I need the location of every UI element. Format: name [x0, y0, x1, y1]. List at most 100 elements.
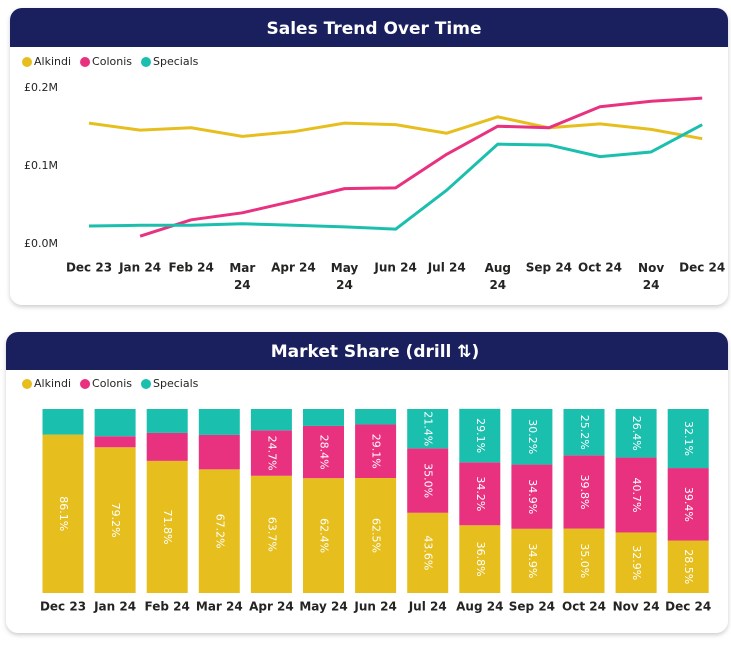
x-tick-label: Jul 24: [408, 600, 447, 614]
legend-label: Colonis: [92, 55, 132, 68]
x-tick-label: Apr 24: [249, 600, 294, 614]
data-label: 35.0%: [578, 543, 591, 578]
x-tick-label: Feb 24: [145, 600, 190, 614]
bar-segment: [250, 430, 292, 476]
data-label: 34.9%: [526, 543, 539, 578]
x-tick-label: Sep 24: [509, 600, 555, 614]
bar-segment: [511, 528, 553, 593]
bar-segment: [563, 528, 605, 593]
bar-segment: [355, 409, 397, 425]
data-label: 62.5%: [370, 518, 383, 553]
bar-segment: [563, 409, 605, 456]
x-tick-label: Mar 24: [196, 600, 243, 614]
x-tick-label: Sep 24: [526, 261, 572, 275]
line: [88, 115, 703, 141]
data-label: 29.1%: [370, 434, 383, 469]
bar-segment: [615, 457, 657, 533]
y-tick-label: £0.1M: [24, 159, 58, 172]
bar-segment: [250, 409, 292, 431]
legend-label: Colonis: [92, 377, 132, 390]
data-label: 67.2%: [213, 514, 226, 549]
x-tick-label: Nov 24: [638, 261, 664, 292]
x-tick-label: Aug 24: [456, 600, 503, 614]
bar-segment: [198, 409, 240, 435]
data-label: 28.5%: [682, 549, 695, 584]
bar-segment: [459, 408, 501, 463]
panel: [10, 8, 728, 305]
legend-marker: [80, 57, 91, 67]
x-tick-label: Jan 24: [118, 261, 161, 275]
data-label: 29.1%: [474, 418, 487, 453]
data-label: 43.6%: [422, 535, 435, 570]
legend-marker: [80, 379, 91, 389]
bar-segment: [303, 425, 344, 479]
bar-segment: [615, 532, 657, 593]
panel-header: [10, 8, 728, 47]
data-label: 86.1%: [57, 496, 70, 531]
data-label: 28.4%: [318, 435, 331, 470]
legend-marker: [141, 379, 151, 389]
bar-segment: [250, 475, 292, 593]
data-label: 35.0%: [422, 463, 435, 498]
bar-segment: [94, 409, 136, 437]
x-tick-label: Jun 24: [373, 261, 416, 275]
bar-segment: [42, 434, 84, 593]
x-tick-label: Jun 24: [353, 600, 396, 614]
legend-marker: [141, 57, 151, 67]
data-label: 34.2%: [474, 476, 487, 511]
bar-segment: [407, 409, 449, 449]
legend-label: Specials: [153, 377, 199, 390]
legend-marker: [22, 379, 32, 389]
legend-label: Alkindi: [34, 377, 71, 390]
bar-segment: [42, 409, 84, 435]
line: [139, 96, 703, 238]
x-tick-label: Dec 23: [40, 600, 86, 614]
bar-segment: [667, 468, 709, 541]
bar-segment: [355, 424, 397, 478]
bar-segment: [94, 447, 136, 593]
x-tick-label: Jul 24: [427, 261, 466, 275]
bar-segment: [667, 540, 709, 593]
x-tick-label: Feb 24: [169, 261, 214, 275]
data-label: 62.4%: [318, 518, 331, 553]
data-label: 21.4%: [422, 411, 435, 446]
data-label: 71.8%: [161, 509, 174, 544]
data-label: 40.7%: [630, 478, 643, 513]
bar-segment: [511, 409, 553, 465]
x-tick-label: Dec 23: [66, 261, 112, 275]
data-label: 24.7%: [265, 436, 278, 471]
bar-segment: [198, 469, 240, 593]
data-label: 26.4%: [630, 416, 643, 451]
bar-segment: [511, 464, 553, 529]
x-tick-label: Dec 24: [665, 600, 711, 614]
data-label: 34.9%: [526, 479, 539, 514]
bar-segment: [563, 455, 605, 529]
data-label: 25.2%: [578, 415, 591, 450]
bar-segment: [146, 460, 188, 593]
bar-segment: [303, 478, 344, 593]
data-label: 36.8%: [474, 542, 487, 577]
data-label: 30.2%: [526, 419, 539, 454]
x-tick-label: Oct 24: [562, 600, 606, 614]
y-tick-label: £0.0M: [24, 237, 58, 250]
line: [88, 123, 703, 231]
bar-segment: [94, 436, 136, 448]
bar-segment: [407, 448, 449, 513]
x-tick-label: Oct 24: [578, 261, 622, 275]
bar-segment: [198, 434, 240, 470]
legend-label: Specials: [153, 55, 199, 68]
panel-header: [6, 332, 728, 370]
data-label: 39.8%: [578, 475, 591, 510]
data-label: 32.1%: [682, 421, 695, 456]
bar-segment: [303, 409, 344, 426]
y-tick-label: £0.2M: [24, 81, 58, 94]
bar-segment: [146, 432, 188, 461]
x-tick-label: Nov 24: [613, 600, 660, 614]
bar-segment: [459, 462, 501, 526]
bar-segment: [459, 525, 501, 593]
bar-segment: [407, 512, 449, 593]
legend-marker: [22, 57, 32, 67]
x-tick-label: Mar 24: [229, 261, 255, 292]
bar-segment: [667, 409, 709, 469]
x-tick-label: May 24: [299, 600, 347, 614]
